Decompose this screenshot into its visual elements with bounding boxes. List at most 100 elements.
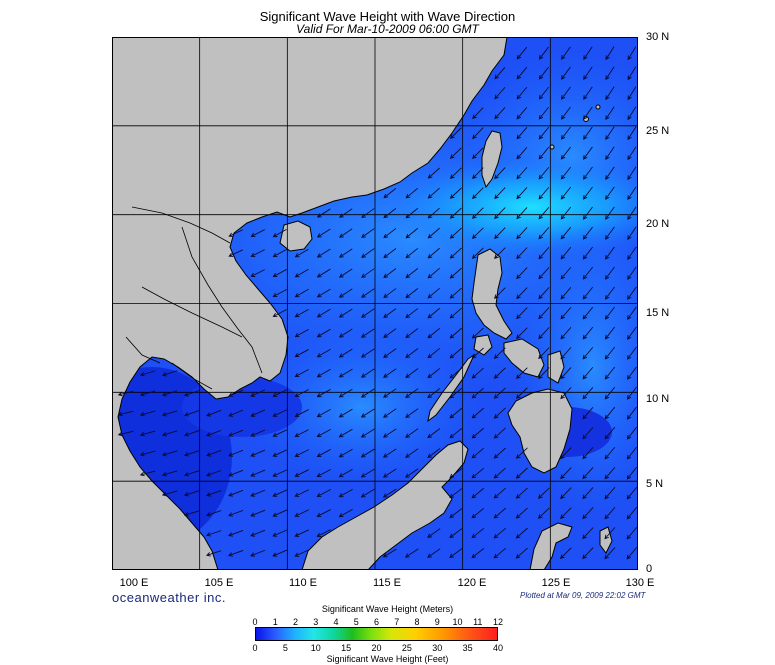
wave-arrow [516,127,528,140]
wave-arrow [560,507,572,520]
wave-arrow [604,507,616,520]
wave-arrow [360,448,375,458]
wave-arrow [316,208,331,218]
wave-arrow [294,308,309,318]
wave-arrow [494,167,506,180]
map-frame [112,37,638,570]
wave-arrow [405,388,419,398]
wave-arrow [627,106,637,121]
wave-arrow [449,207,462,219]
wave-arrow [228,429,244,437]
wave-arrow [338,448,353,458]
wave-arrow [626,426,637,440]
wave-arrow [250,409,266,417]
wave-arrow [405,267,419,279]
wave-arrow [604,527,616,540]
wave-arrow [627,146,637,161]
wave-arrow [516,287,528,300]
wave-arrow [604,306,615,320]
graticule [112,37,638,570]
wave-arrow [294,268,309,278]
wave-arrow [272,529,288,537]
wave-arrow [139,370,156,377]
wave-arrow [516,86,528,100]
wave-arrow [515,487,528,499]
meter-tick-label: 9 [434,617,440,627]
wave-arrow [139,430,156,437]
wave-arrow [516,327,528,340]
wave-arrow [538,106,550,120]
wave-arrow [604,487,616,500]
wave-arrow [449,307,462,319]
meter-tick-label: 6 [373,617,379,627]
wave-arrow [626,346,637,360]
wave-arrow [627,166,637,181]
wave-arrow [383,188,397,199]
wave-arrow [538,86,549,100]
colorbar-title-feet: Significant Wave Height (Feet) [326,654,449,664]
wave-arrow [516,267,528,280]
wave-arrow [626,406,637,420]
feet-tick-label: 35 [462,643,473,653]
wave-arrow [471,207,484,219]
wave-arrow [449,488,463,499]
lat-label-5: 5 N [646,478,664,490]
wave-arrow [405,428,419,438]
wave-arrow [338,368,353,378]
wave-arrow [560,387,572,400]
wave-arrow [471,427,485,439]
wave-arrow [494,187,506,200]
wave-arrow [361,268,375,278]
wave-arrow [383,288,397,299]
wave-arrow [427,448,441,459]
meter-tick-label: 4 [333,617,339,627]
meter-tick-label: 11 [473,617,483,627]
wave-arrow [626,466,638,480]
wave-arrow [493,427,506,439]
wave-arrow [360,428,375,438]
wave-arrow [404,548,419,558]
wave-arrow [582,407,594,420]
wave-arrow [515,547,528,559]
wave-arrow [449,548,463,559]
wave-arrow [604,366,616,380]
wave-arrow [494,67,506,80]
wave-arrow [405,468,419,478]
wave-arrow [272,249,287,258]
wave-arrow [228,529,244,537]
wave-arrow [604,406,616,420]
wave-arrow [338,408,353,418]
wave-arrow [560,246,572,260]
lat-label-20: 20 N [646,218,670,230]
wave-arrow [250,449,266,457]
wave-arrow [582,166,593,180]
wave-arrow [582,527,594,540]
wave-arrow [316,408,331,418]
wave-arrow [449,127,462,139]
wave-arrow [405,368,419,379]
wave-arrow [605,186,615,200]
wave-arrow [294,369,309,378]
wave-arrow [449,187,462,199]
wave-arrow [272,269,287,278]
wave-arrow [272,469,288,477]
wave-arrow [516,167,528,180]
wave-arrow [427,528,441,538]
wave-arrow [139,410,156,417]
wave-arrow [338,428,353,438]
wave-arrow [228,229,243,237]
wave-arrow [206,409,222,417]
wave-arrow [560,86,571,100]
wave-arrow [560,206,572,220]
wave-arrow [294,349,309,358]
wave-arrow [493,447,506,459]
wave-arrow [472,187,484,199]
wave-arrow [449,347,463,359]
wave-arrow [471,548,485,559]
wave-arrow [427,548,441,558]
wave-arrow [272,509,288,517]
wave-direction-arrows [117,46,638,560]
wave-arrow [449,267,462,279]
wave-arrow [361,288,375,298]
wave-arrow [294,389,309,398]
